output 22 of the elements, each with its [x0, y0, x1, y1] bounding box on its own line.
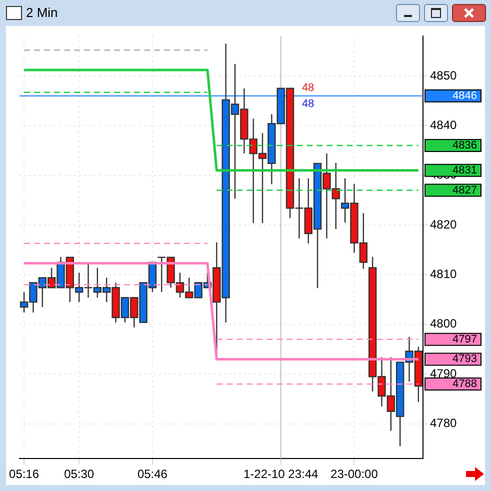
ref-line-label: 4846 [452, 90, 477, 102]
chart-title: 2 Min [26, 5, 58, 20]
y-tick-label: 4800 [430, 316, 458, 331]
x-tick-label: 1-22-10 23:44 [243, 467, 319, 482]
y-tick-label: 4840 [430, 118, 458, 132]
y-tick-label: 4790 [430, 366, 458, 380]
text: 4836 [452, 140, 477, 152]
text: 4793 [452, 353, 477, 366]
y-tick-label: 4850 [430, 68, 458, 82]
x-tick-label: 05:30 [64, 467, 94, 482]
x-tick-label: 05:46 [137, 467, 168, 482]
x-tick-label: 05:16 [9, 467, 40, 482]
text: 4827 [452, 184, 477, 196]
y-tick-label: 4810 [430, 267, 458, 282]
annotation: 48 [302, 82, 314, 94]
text: 4831 [452, 164, 477, 176]
annotation: 48 [302, 98, 314, 110]
y-tick-label: 4820 [430, 217, 458, 232]
x-tick-label: 23-00:00 [330, 467, 378, 482]
text: 4797 [452, 333, 477, 346]
y-tick-label: 4780 [430, 416, 458, 430]
text: 4788 [452, 378, 477, 390]
